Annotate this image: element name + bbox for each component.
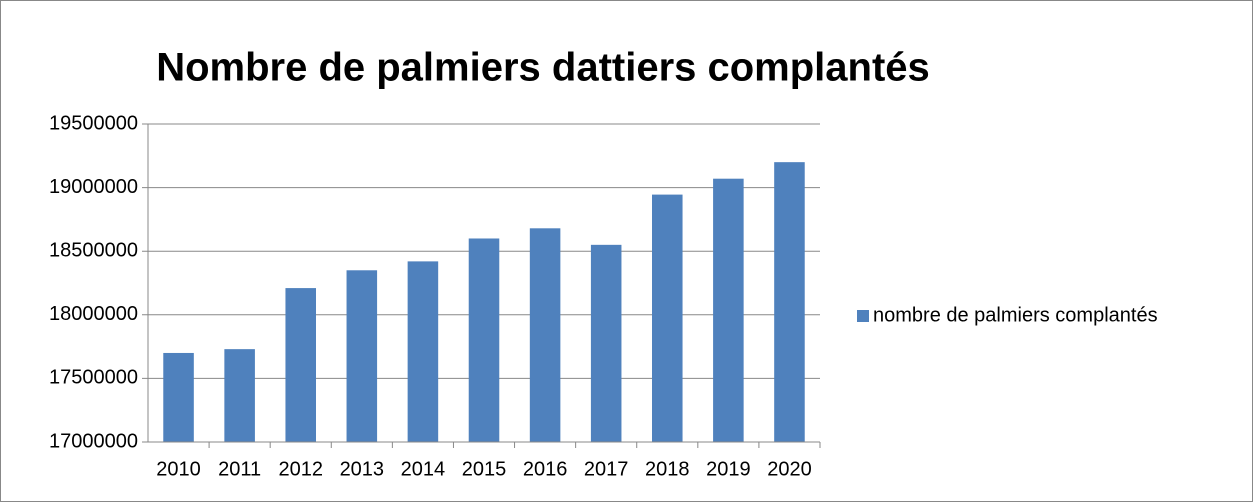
x-tick-label: 2016 (523, 458, 568, 480)
bar (652, 194, 683, 442)
x-tick-label: 2010 (156, 458, 201, 480)
bar (346, 270, 378, 442)
y-tick-label: 17500000 (49, 367, 138, 389)
x-tick-label: 2015 (462, 458, 507, 480)
chart-title: Nombre de palmiers dattiers complantés (156, 46, 930, 90)
y-tick-label: 18500000 (49, 239, 138, 261)
legend-swatch (857, 310, 869, 322)
bar (407, 261, 439, 442)
y-tick-label: 19500000 (49, 112, 138, 134)
x-tick-label: 2011 (218, 458, 261, 480)
bar (529, 228, 561, 442)
bar (285, 288, 316, 442)
x-tick-label: 2019 (706, 458, 751, 480)
x-tick-label: 2012 (278, 458, 323, 480)
bar (163, 352, 194, 442)
legend-label: nombre de palmiers complantés (873, 304, 1158, 326)
x-tick-label: 2013 (340, 458, 385, 480)
y-tick-label: 18000000 (49, 303, 138, 325)
bar (224, 349, 255, 442)
x-tick-label: 2014 (401, 458, 446, 480)
bar (468, 238, 500, 442)
bar (774, 162, 805, 442)
y-tick-label: 19000000 (49, 176, 138, 198)
bar (590, 244, 622, 442)
bar (713, 178, 744, 443)
y-tick-label: 17000000 (49, 430, 138, 452)
x-tick-label: 2018 (645, 458, 690, 480)
x-tick-label: 2020 (767, 458, 812, 480)
x-tick-label: 2017 (584, 458, 629, 480)
